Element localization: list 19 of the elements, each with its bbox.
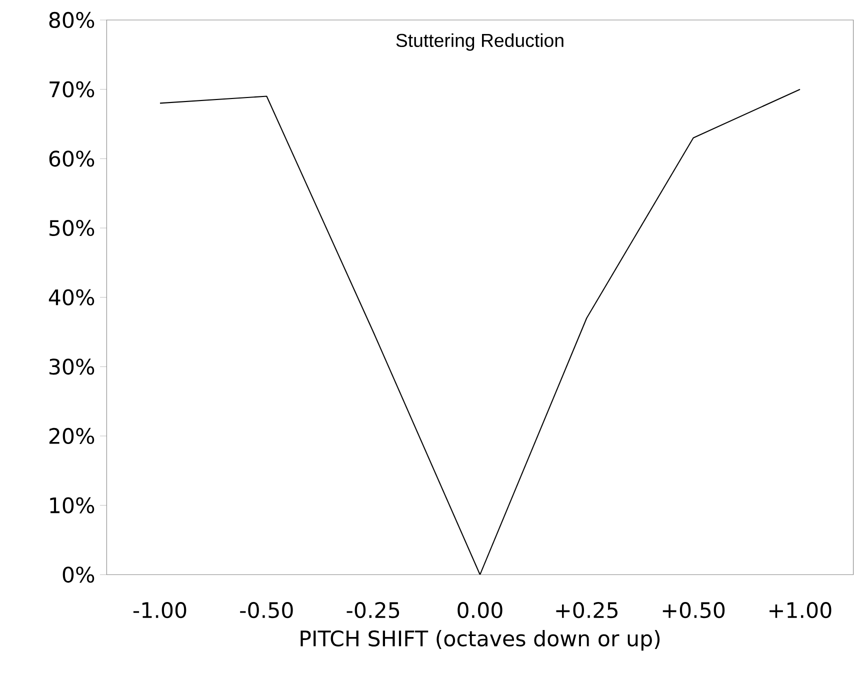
x-tick-label: +0.25 [556, 602, 618, 618]
y-tick-label: 70% [50, 81, 94, 98]
x-tick-label: -1.00 [133, 602, 186, 618]
x-tick-label: -0.25 [346, 602, 400, 618]
x-axis-title: PITCH SHIFT (octaves down or up) [300, 630, 660, 651]
y-tick-label: 20% [49, 428, 94, 444]
y-tick-label: 10% [50, 497, 94, 514]
x-tick-label: +0.50 [662, 602, 725, 618]
x-tick-label: 0.00 [458, 602, 502, 618]
text: Stuttering Reduction [396, 33, 564, 51]
x-tick-label: -0.50 [240, 602, 293, 618]
y-tick-label: 50% [50, 220, 94, 236]
y-tick-label: 0% [62, 566, 94, 583]
line-series [159, 88, 801, 575]
y-tick-label: 80% [49, 12, 94, 28]
y-tick-label: 30% [50, 358, 94, 375]
y-tick-label: 40% [48, 289, 94, 306]
y-tick-label: 60% [49, 150, 94, 167]
x-tick-label: +1.00 [770, 602, 832, 618]
